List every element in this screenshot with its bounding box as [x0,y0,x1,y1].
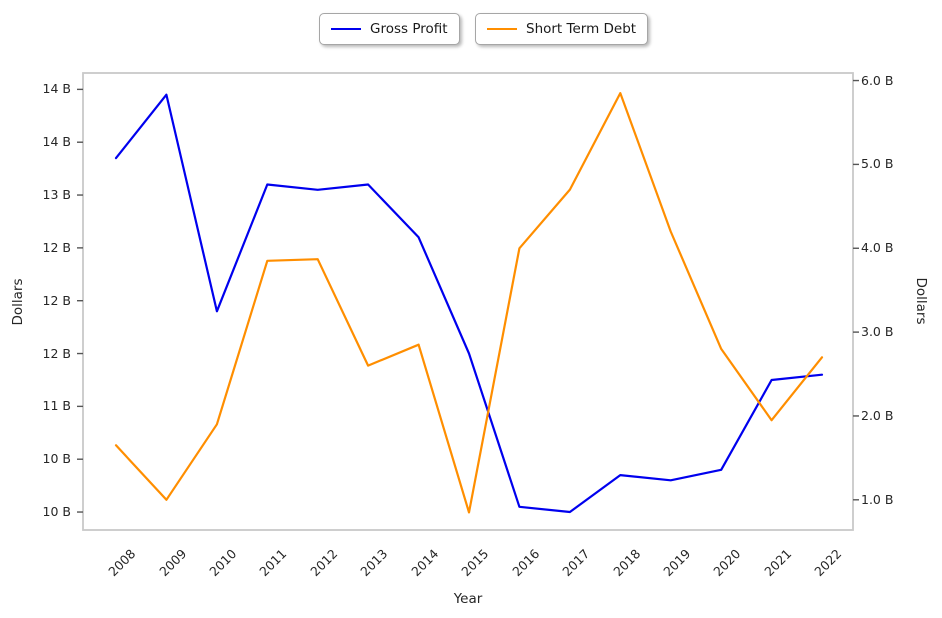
left-axis-tick-label: 10 B [42,451,71,467]
left-axis-tick-label: 14 B [42,134,71,150]
right-axis-tick-label: 4.0 B [861,240,894,256]
legend-label-gross-profit: Gross Profit [370,21,448,37]
left-axis-tick-label: 12 B [42,292,71,308]
x-axis-title: Year [453,591,483,607]
left-axis-tick-label: 10 B [42,504,71,520]
left-axis-tick-label: 12 B [42,345,71,361]
plot-frame [82,72,854,531]
left-axis-tick-label: 11 B [42,398,71,414]
right-axis-title: Dollars [913,277,929,325]
legend-label-short-term-debt: Short Term Debt [526,21,637,37]
right-axis-tick-label: 1.0 B [861,491,894,507]
right-axis-tick-label: 6.0 B [861,72,894,88]
legend-short-term-debt: Short Term Debt [475,13,649,45]
left-axis-tick-label: 14 B [42,81,71,97]
left-axis-tick-label: 13 B [42,187,71,203]
right-axis-tick-label: 3.0 B [861,324,894,340]
legend-gross-profit: Gross Profit [319,13,460,45]
gross-profit-line [114,93,824,514]
left-axis-title: Dollars [10,278,26,326]
short-term-debt-line [114,91,824,514]
right-axis-tick-label: 5.0 B [861,156,894,172]
gross-profit-line-sample [331,28,361,30]
right-axis-tick-label: 2.0 B [861,407,894,423]
left-axis-tick-label: 12 B [42,239,71,255]
short-term-debt-line-sample [487,28,517,30]
